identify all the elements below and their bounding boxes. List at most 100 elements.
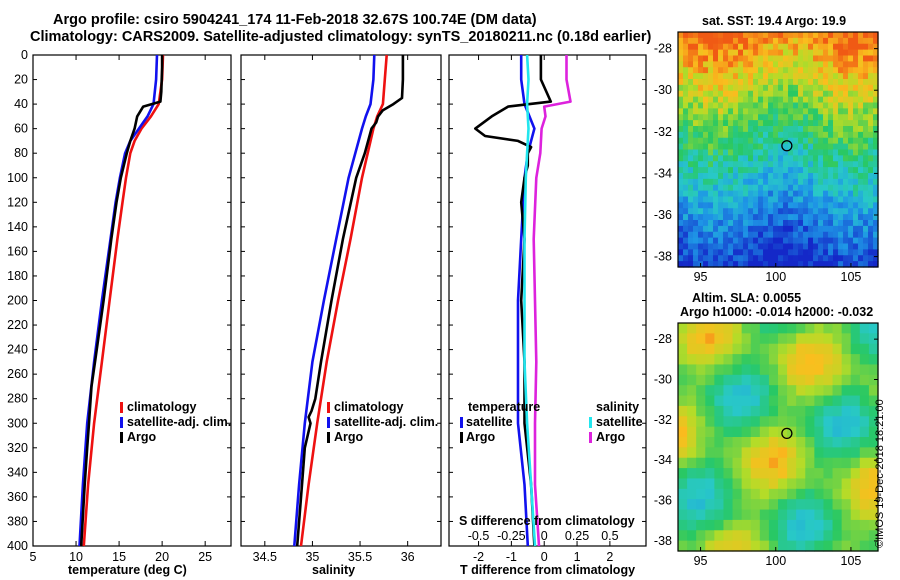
x-tick-15: 15 (112, 550, 126, 564)
y-tick-20: 20 (14, 73, 28, 87)
x-tick-35: 35 (305, 550, 319, 564)
y-tick-100: 100 (7, 171, 28, 185)
sal-legend-mark-argo (327, 432, 330, 443)
diff-legend-temperature-head: temperature (468, 400, 541, 414)
series-diff-temperature-Argo (473, 55, 553, 547)
y-tick-160: 160 (7, 244, 28, 258)
sla-map-subtitle: Argo h1000: -0.014 h2000: -0.032 (680, 305, 874, 319)
temp-legend-mark-clim (120, 402, 123, 413)
series-salinity-profile-climatology (299, 54, 388, 547)
copyright-text: ©IMOS 19-Dec-2018 18:21:00 (874, 399, 886, 548)
temp-legend-satellite: satellite-adj. clim. (127, 415, 232, 429)
x-tick-25: 25 (198, 550, 212, 564)
sst-map-y-tick--34: -34 (654, 166, 672, 180)
diff-legend-mark-tsat (460, 417, 463, 428)
series-diff-salinity-Argo (532, 55, 572, 547)
temp-legend-argo: Argo (127, 430, 157, 444)
y-tick-360: 360 (7, 490, 28, 504)
sla-map-y-tick--30: -30 (654, 372, 672, 386)
sla-map-title: Altim. SLA: 0.0055 (692, 291, 802, 305)
diff-legend-salinity-head: salinity (596, 400, 640, 414)
sdiff-tick--0.5: -0.5 (468, 529, 490, 543)
y-tick-40: 40 (14, 97, 28, 111)
y-tick-120: 120 (7, 195, 28, 209)
y-tick-320: 320 (7, 441, 28, 455)
diff-legend-salinity-argo: Argo (596, 430, 626, 444)
sst-map-y-tick--30: -30 (654, 83, 672, 97)
y-tick-60: 60 (14, 122, 28, 136)
sst-map-y-tick--32: -32 (654, 125, 672, 139)
sst-map-y-tick--28: -28 (654, 42, 672, 56)
sst-map-y-tick--36: -36 (654, 208, 672, 222)
figure-title-line2: Climatology: CARS2009. Satellite-adjuste… (30, 29, 652, 45)
x-tick-20: 20 (155, 550, 169, 564)
tdiff-tick-1: 1 (574, 550, 581, 564)
series-salinity-profile-Argo (295, 55, 405, 547)
y-tick-0: 0 (21, 48, 28, 62)
tdiff-tick-0: 0 (541, 550, 548, 564)
y-tick-140: 140 (7, 220, 28, 234)
sla-map-y-tick--28: -28 (654, 332, 672, 346)
x-tick-5: 5 (30, 550, 37, 564)
y-tick-220: 220 (7, 318, 28, 332)
x-tick-34.5: 34.5 (253, 550, 277, 564)
sla-map-float-marker (781, 427, 793, 440)
y-tick-300: 300 (7, 416, 28, 430)
diff-legend-mark-sargo (589, 432, 592, 443)
sla-map-y-tick--38: -38 (654, 534, 672, 548)
series-temperature-profile-satellite-adj-clim- (78, 54, 159, 547)
sla-map-x-tick-105: 105 (841, 554, 862, 568)
tdiff-xlabel: T difference from climatology (460, 563, 636, 577)
x-tick-10: 10 (69, 550, 83, 564)
sdiff-tick-0.5: 0.5 (601, 529, 618, 543)
temp-legend-climatology: climatology (127, 400, 197, 414)
diff-legend-mark-targo (460, 432, 463, 443)
y-tick-80: 80 (14, 146, 28, 160)
x-tick-36: 36 (401, 550, 415, 564)
sdiff-tick-0.25: 0.25 (565, 529, 589, 543)
map-sla-map (678, 323, 879, 552)
sst-map-float-marker (781, 140, 793, 152)
x-tick-35.5: 35.5 (348, 550, 372, 564)
salinity-xlabel: salinity (312, 563, 356, 577)
series-temperature-profile-climatology (82, 54, 165, 547)
map-sst-map (678, 32, 879, 268)
sla-map-x-tick-95: 95 (694, 554, 708, 568)
temp-legend-mark-sat (120, 417, 123, 428)
diff-legend-mark-ssat (589, 417, 592, 428)
sst-map-title: sat. SST: 19.4 Argo: 19.9 (702, 14, 847, 28)
series-diff-salinity-satellite (523, 54, 537, 547)
y-tick-240: 240 (7, 343, 28, 357)
sst-map-x-tick-105: 105 (841, 270, 862, 284)
y-tick-400: 400 (7, 539, 28, 553)
sla-map-x-tick-100: 100 (765, 554, 786, 568)
panel-frame-0 (32, 54, 232, 547)
figure-title-line1: Argo profile: csiro 5904241_174 11-Feb-2… (53, 12, 537, 28)
series-temperature-profile-Argo (79, 55, 164, 547)
sla-map-y-tick--36: -36 (654, 494, 672, 508)
sdiff-tick--0.25: -0.25 (497, 529, 526, 543)
sla-map-y-tick--32: -32 (654, 413, 672, 427)
map-frame-sla-map (677, 322, 879, 552)
y-tick-340: 340 (7, 465, 28, 479)
y-tick-280: 280 (7, 392, 28, 406)
map-frame-sst-map (677, 31, 879, 268)
y-tick-380: 380 (7, 514, 28, 528)
diff-legend-temperature-argo: Argo (466, 430, 496, 444)
sla-map-y-tick--34: -34 (654, 453, 672, 467)
panel-frame-1 (240, 54, 442, 547)
sst-map-x-tick-100: 100 (765, 270, 786, 284)
sal-legend-mark-clim (327, 402, 330, 413)
y-tick-260: 260 (7, 367, 28, 381)
sal-legend-mark-sat (327, 417, 330, 428)
series-salinity-profile-satellite-adj-clim- (293, 54, 376, 547)
temp-legend-mark-argo (120, 432, 123, 443)
temperature-xlabel: temperature (deg C) (68, 563, 187, 577)
sdiff-tick-0: 0 (541, 529, 548, 543)
sst-map-y-tick--38: -38 (654, 250, 672, 264)
sdiff-xlabel: S difference from climatology (459, 514, 635, 528)
tdiff-tick-2: 2 (606, 550, 613, 564)
sal-legend-climatology: climatology (334, 400, 404, 414)
diff-legend-salinity-satellite: satellite (596, 415, 643, 429)
